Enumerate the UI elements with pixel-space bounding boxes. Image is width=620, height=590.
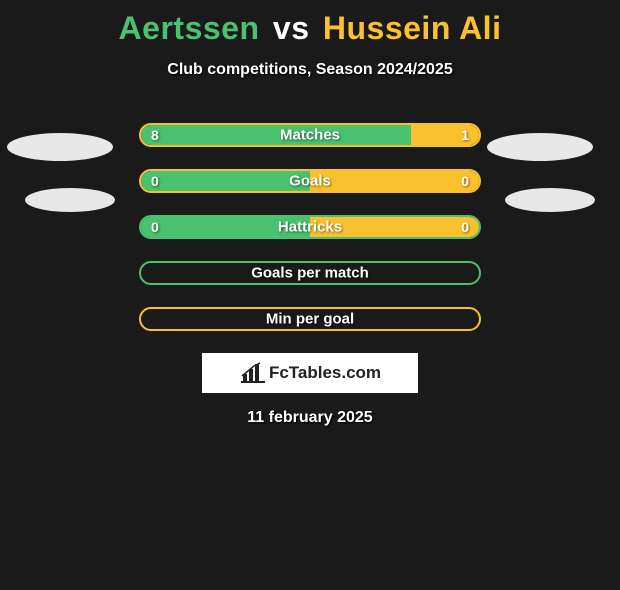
vs-separator: vs: [273, 10, 310, 46]
bar-chart-icon: [239, 362, 265, 384]
stat-value-left: 8: [151, 127, 159, 143]
stat-bar-gpm: Goals per match: [139, 261, 481, 285]
player1-name: Aertssen: [119, 10, 260, 46]
stat-bar-mpg: Min per goal: [139, 307, 481, 331]
stat-fill-right: [310, 171, 479, 191]
stat-bar-hattricks: 0 0 Hattricks: [139, 215, 481, 239]
stat-label: Goals per match: [251, 265, 369, 282]
fctables-logo: FcTables.com: [202, 353, 418, 393]
stat-value-right: 0: [461, 173, 469, 189]
player2-photo-placeholder-top: [487, 133, 593, 161]
date-text: 11 february 2025: [0, 409, 620, 427]
stat-fill-left: [141, 125, 411, 145]
logo-text: FcTables.com: [269, 363, 381, 383]
stat-bar-matches: 8 1 Matches: [139, 123, 481, 147]
stat-value-right: 0: [461, 219, 469, 235]
player1-photo-placeholder-top: [7, 133, 113, 161]
stat-bar-goals: 0 0 Goals: [139, 169, 481, 193]
stat-label: Hattricks: [278, 219, 342, 236]
stat-label: Matches: [280, 127, 340, 144]
subtitle: Club competitions, Season 2024/2025: [0, 61, 620, 79]
stat-bars-container: 8 1 Matches 0 0 Goals 0 0 Hattricks Goals per mat…: [139, 123, 481, 331]
stat-label: Goals: [289, 173, 331, 190]
stat-fill-left: [141, 171, 310, 191]
stat-value-left: 0: [151, 173, 159, 189]
stat-label: Min per goal: [266, 311, 354, 328]
stat-value-left: 0: [151, 219, 159, 235]
comparison-title: Aertssen vs Hussein Ali: [0, 10, 620, 47]
player2-photo-placeholder-mid: [505, 188, 595, 212]
player2-name: Hussein Ali: [323, 10, 502, 46]
stat-value-right: 1: [461, 127, 469, 143]
player1-photo-placeholder-mid: [25, 188, 115, 212]
